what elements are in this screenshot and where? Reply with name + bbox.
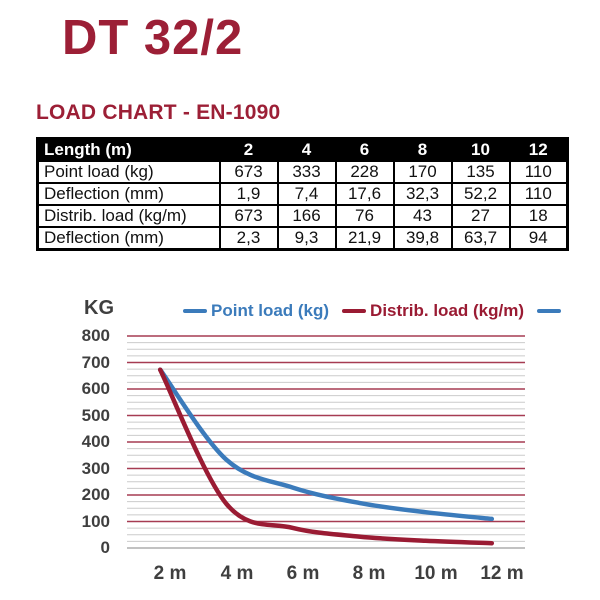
legend-item-point-load-kg: Point load (kg) xyxy=(183,301,329,321)
legend-dash-point-load-kg-icon xyxy=(183,309,207,313)
table-cell: 170 xyxy=(392,160,453,184)
y-tick-label: 700 xyxy=(81,353,110,372)
series-line-distrib-load-kg-m xyxy=(157,367,495,546)
table-cell: 673 xyxy=(218,160,279,184)
table-header-cell: 4 xyxy=(276,137,337,162)
table-row: Deflection (mm) 1,9 7,4 17,6 32,3 52,2 110 xyxy=(36,182,569,206)
table-cell: 7,4 xyxy=(276,182,337,206)
table-cell: 2,3 xyxy=(218,226,279,251)
table-row-label: Deflection (mm) xyxy=(36,226,221,251)
table-header-cell: Length (m) xyxy=(36,137,221,162)
table-cell: 94 xyxy=(508,226,569,251)
y-tick-label: 200 xyxy=(81,485,110,504)
legend-extra-dash-icon xyxy=(537,309,562,313)
table-cell: 135 xyxy=(450,160,511,184)
table-row: Deflection (mm) 2,3 9,3 21,9 39,8 63,7 94 xyxy=(36,226,569,251)
y-tick-label: 800 xyxy=(81,326,110,345)
table-cell: 333 xyxy=(276,160,337,184)
load-chart-svg xyxy=(127,335,525,549)
table-cell: 9,3 xyxy=(276,226,337,251)
legend-item-distrib-load-kg-m: Distrib. load (kg/m) xyxy=(342,301,524,321)
table-row: Distrib. load (kg/m) 673 166 76 43 27 18 xyxy=(36,204,569,228)
table-cell: 63,7 xyxy=(450,226,511,251)
table-cell: 110 xyxy=(508,160,569,184)
series-line-point-load-kg xyxy=(157,367,495,522)
table-cell: 52,2 xyxy=(450,182,511,206)
x-tick-label: 10 m xyxy=(414,563,458,584)
table-cell: 39,8 xyxy=(392,226,453,251)
table-row-label: Point load (kg) xyxy=(36,160,221,184)
x-tick-label: 4 m xyxy=(220,563,254,584)
page-subtitle: LOAD CHART - EN-1090 xyxy=(36,101,281,124)
table-row-label: Deflection (mm) xyxy=(36,182,221,206)
table-cell: 166 xyxy=(276,204,337,228)
table-cell: 32,3 xyxy=(392,182,453,206)
x-tick-label: 12 m xyxy=(480,563,524,584)
y-tick-label: 300 xyxy=(81,459,110,478)
x-tick-label: 2 m xyxy=(153,563,187,584)
table-header-cell: 10 xyxy=(450,137,511,162)
y-tick-label: 100 xyxy=(81,512,110,531)
y-tick-label: 500 xyxy=(81,406,110,425)
table-cell: 673 xyxy=(218,204,279,228)
table-header-cell: 6 xyxy=(334,137,395,162)
x-tick-label: 6 m xyxy=(286,563,320,584)
load-table-body: Point load (kg) 673 333 228 170 135 110 Deflect… xyxy=(36,160,569,251)
y-tick-label: 600 xyxy=(81,379,110,398)
load-table-head: Length (m) 2 4 6 8 10 12 xyxy=(36,137,569,162)
table-cell: 1,9 xyxy=(218,182,279,206)
table-row: Point load (kg) 673 333 228 170 135 110 xyxy=(36,160,569,184)
table-header-cell: 8 xyxy=(392,137,453,162)
table-cell: 18 xyxy=(508,204,569,228)
table-row-label: Distrib. load (kg/m) xyxy=(36,204,221,228)
table-header-row: Length (m) 2 4 6 8 10 12 xyxy=(36,137,569,162)
table-cell: 43 xyxy=(392,204,453,228)
table-cell: 27 xyxy=(450,204,511,228)
y-tick-label: 400 xyxy=(81,432,110,451)
page-title: DT 32/2 xyxy=(62,11,244,65)
table-cell: 21,9 xyxy=(334,226,395,251)
legend-label: Distrib. load (kg/m) xyxy=(370,301,525,320)
table-cell: 17,6 xyxy=(334,182,395,206)
legend-dash-distrib-load-kg-m-icon xyxy=(342,309,367,313)
table-header-cell: 2 xyxy=(218,137,279,162)
table-header-cell: 12 xyxy=(508,137,569,162)
legend-label: Point load (kg) xyxy=(211,301,330,320)
table-cell: 76 xyxy=(334,204,395,228)
chart-legend: Point load (kg) Distrib. load (kg/m) xyxy=(183,301,562,321)
table-cell: 228 xyxy=(334,160,395,184)
x-tick-label: 8 m xyxy=(352,563,386,584)
y-tick-label: 0 xyxy=(100,538,110,557)
table-cell: 110 xyxy=(508,182,569,206)
load-table: Length (m) 2 4 6 8 10 12 Point load (kg) 673 333… xyxy=(36,137,569,251)
y-axis-unit-label: KG xyxy=(84,297,114,319)
